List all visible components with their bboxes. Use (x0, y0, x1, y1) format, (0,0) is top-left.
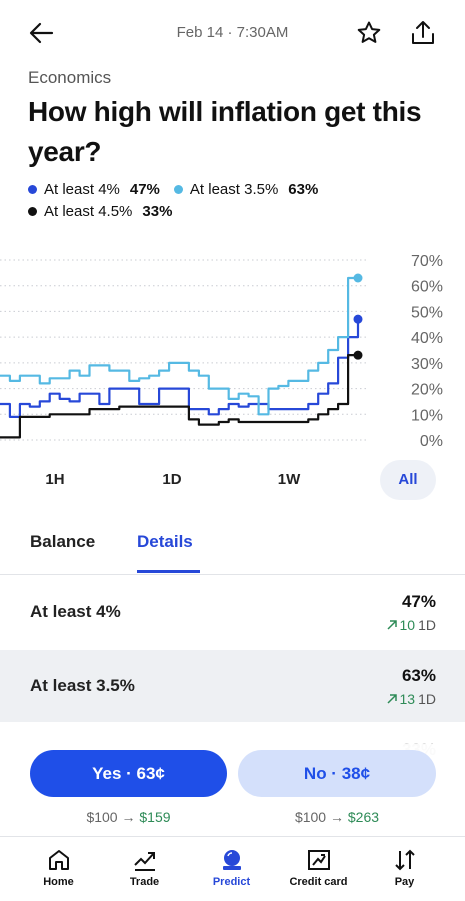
legend-item: At least 3.5% 63% (173, 180, 319, 198)
legend-dot (28, 206, 37, 216)
payout-to: $159 (139, 809, 171, 825)
last-point (353, 350, 363, 360)
nav-label: Predict (212, 876, 251, 888)
tab[interactable]: Balance (30, 532, 96, 551)
y-tick-label: 10% (411, 407, 443, 424)
pay-icon (394, 849, 415, 871)
outcome-change: 13 1D (386, 691, 436, 707)
outcome-row[interactable]: At least 4% 47% 10 1D (0, 576, 465, 648)
predict-icon (222, 850, 241, 870)
last-point (353, 314, 363, 324)
date: Feb 14 · 7:30AM (176, 24, 289, 41)
yes-button[interactable]: Yes · 63¢ (30, 750, 227, 797)
legend-item: At least 4.5% 33% (28, 202, 172, 220)
nav-label: Home (43, 876, 74, 888)
range-selector: 1H 1D 1W All (0, 460, 465, 500)
series-line (0, 319, 360, 418)
change-period: 1D (418, 691, 436, 707)
payout-from: $100 → (294, 809, 344, 825)
outcome-price: 63% (401, 666, 436, 685)
y-tick-label: 40% (411, 330, 443, 347)
card-icon (307, 850, 330, 870)
star-button[interactable] (356, 20, 382, 46)
market-title: How high will inflation get this year? (28, 96, 422, 167)
y-tick-label: 50% (411, 304, 443, 321)
nav-item-active[interactable]: Predict (185, 837, 278, 888)
legend-name: At least 4.5% (44, 202, 133, 220)
back-button[interactable] (28, 20, 54, 46)
legend-dot (28, 184, 37, 194)
category: Economics (28, 68, 112, 87)
no-payout: $100 → $263 (238, 809, 436, 825)
outcome-row[interactable]: At least 3.5% 63% 13 1D (0, 650, 465, 722)
legend-name: At least 3.5% (189, 180, 279, 198)
outcome-price: 47% (401, 592, 436, 611)
range-button[interactable]: 1H (45, 471, 65, 488)
range-button[interactable]: 1D (162, 471, 182, 488)
last-point (353, 273, 363, 283)
up-arrow (386, 694, 397, 704)
legend: At least 4% 47% At least 3.5% 63% At least 4… (28, 180, 358, 220)
no-button[interactable]: No · 38¢ (238, 750, 436, 797)
divider (0, 574, 465, 575)
payout-from: $100 → (86, 809, 136, 825)
share-button[interactable] (410, 19, 436, 47)
tab-underline (137, 570, 200, 573)
change-value: 10 (399, 617, 416, 633)
legend-value: 33% (142, 202, 173, 220)
nav-item[interactable]: Pay (358, 837, 451, 888)
outcome-name: At least 3.5% (30, 676, 135, 695)
home-icon (48, 850, 69, 870)
legend-name: At least 4% (44, 180, 120, 198)
outcome-change: 10 1D (386, 617, 436, 633)
price-chart: 0% 10% 20% 30% 40% 50% 60% 70% (0, 253, 443, 450)
change-value: 13 (399, 691, 416, 707)
nav-label: Pay (394, 876, 415, 888)
change-period: 1D (418, 617, 436, 633)
range-button-selected[interactable]: All (380, 460, 436, 500)
y-tick-label: 30% (411, 356, 443, 373)
y-tick-label: 0% (420, 433, 443, 450)
nav-item[interactable]: Trade (98, 837, 191, 888)
trade-icon (133, 852, 155, 871)
nav-item[interactable]: Credit card (272, 837, 365, 888)
bottom-nav: Home Trade Predict Credit card Pay (0, 836, 465, 901)
outcome-name: At least 4% (30, 602, 121, 621)
yes-payout: $100 → $159 (30, 809, 227, 825)
nav-item[interactable]: Home (12, 837, 105, 888)
tab-selected[interactable]: Details (137, 532, 193, 551)
range-button[interactable]: 1W (277, 471, 301, 488)
y-tick-label: 20% (411, 382, 443, 399)
y-tick-label: 70% (411, 253, 443, 270)
legend-value: 47% (129, 180, 160, 198)
nav-label: Trade (129, 876, 160, 888)
legend-dot (173, 184, 183, 194)
nav-label: Credit card (289, 876, 348, 888)
y-tick-label: 60% (411, 279, 443, 296)
payout-to: $263 (347, 809, 380, 825)
up-arrow (386, 620, 397, 630)
legend-value: 63% (288, 180, 319, 198)
legend-item: At least 4% 47% (28, 180, 160, 198)
series-line (0, 354, 358, 439)
series-line (0, 276, 358, 416)
